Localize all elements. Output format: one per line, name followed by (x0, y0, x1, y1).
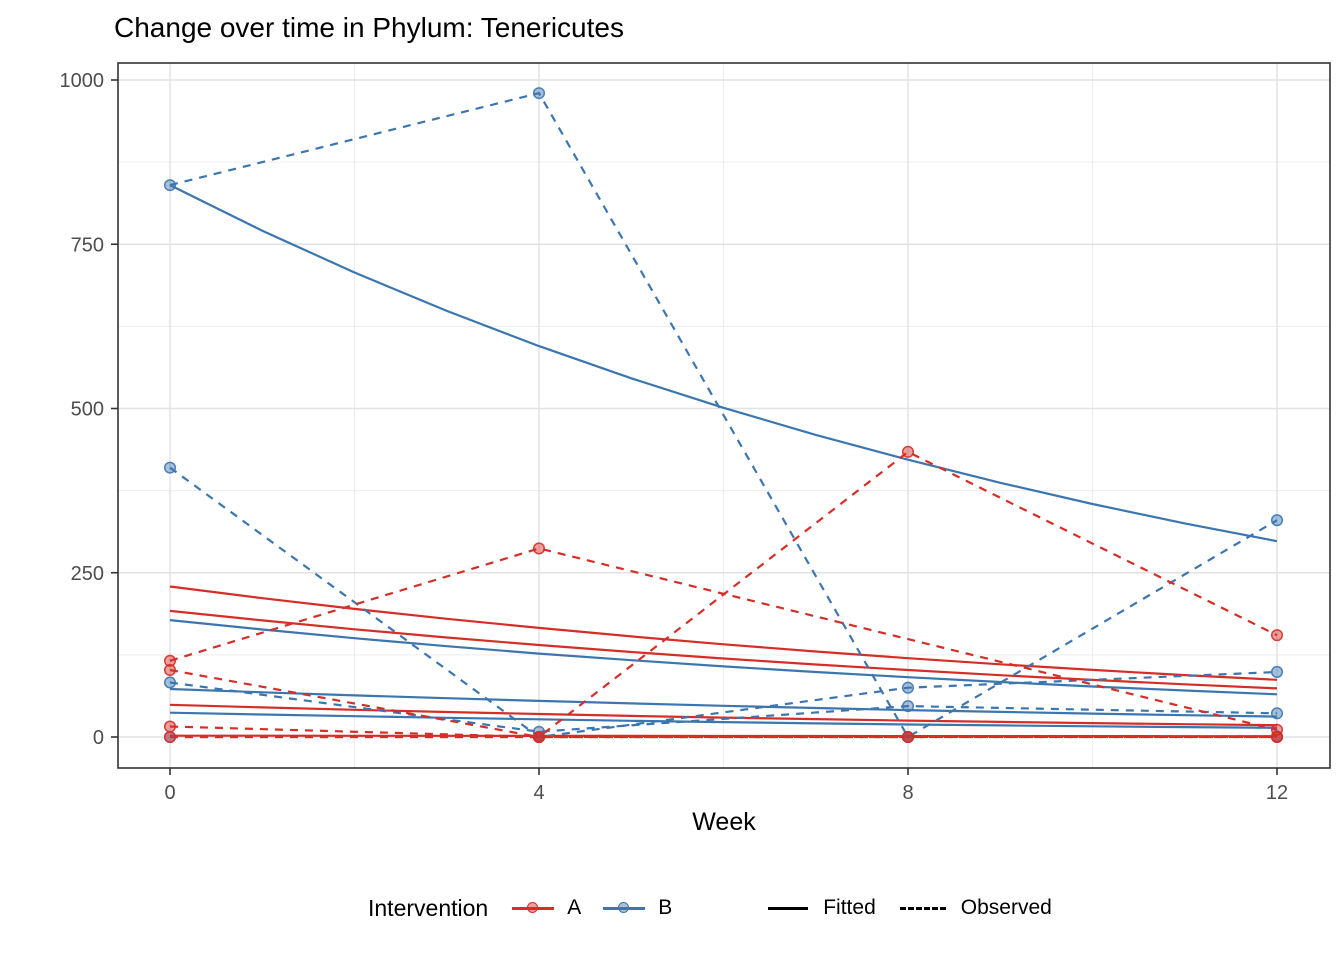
data-point-B-observed-1-wk0 (163, 179, 177, 192)
data-point-B-observed-3-wk12 (1270, 707, 1284, 720)
fitted-line-A-fitted-3 (169, 703, 1278, 727)
fitted-line-B-fitted-1 (169, 184, 1278, 543)
y-tick-label: 500 (71, 399, 104, 421)
data-point-B-observed-3-wk8 (901, 700, 915, 713)
panel-border (117, 62, 1331, 769)
legend-key-intervention-b (603, 901, 646, 915)
observed-line-A-observed-3 (169, 450, 1278, 739)
data-point-A-observed-4-wk12 (1270, 730, 1284, 744)
data-point-A-observed-1-wk4 (532, 542, 546, 555)
fitted-line-B-fitted-4 (169, 711, 1278, 729)
legend-label-observed: Observed (960, 896, 1052, 919)
data-point-B-observed-1-wk12 (1270, 514, 1284, 527)
data-point-A-observed-3-wk12 (1270, 629, 1284, 642)
observed-line-A-observed-1 (169, 547, 1278, 731)
plot-panel: 0 4 8 12 0 250 500 750 1000 (60, 62, 1331, 804)
legend-dashed-line-icon (899, 906, 946, 910)
legend-label-a: A (567, 896, 582, 919)
data-point-B-observed-1-wk4 (532, 87, 546, 100)
fitted-line-B-fitted-3 (169, 687, 1278, 718)
observed-line-A-observed-2 (169, 668, 1277, 739)
x-tick-label: 0 (164, 782, 175, 804)
legend-b-point-icon (618, 901, 630, 913)
x-tick-label: 8 (902, 782, 913, 804)
data-point-A-observed-1-wk0 (163, 654, 177, 667)
x-tick-label: 12 (1266, 782, 1288, 804)
data-point-B-observed-2-wk12 (1270, 665, 1284, 679)
fitted-line-A-fitted-1 (169, 585, 1278, 681)
data-point-A-observed-4-wk0 (163, 730, 177, 744)
y-tick-label: 0 (93, 727, 104, 749)
data-point-A-observed-4-wk4 (532, 730, 546, 744)
y-tick-label: 750 (71, 234, 104, 256)
legend-a-point-icon (527, 901, 539, 913)
data-point-A-observed-4-wk8 (901, 730, 915, 744)
legend-key-intervention-a (512, 901, 555, 915)
observed-line-B-observed-3 (169, 681, 1278, 733)
data-point-B-observed-2-wk8 (901, 681, 915, 694)
observed-line-B-observed-1 (169, 91, 1278, 739)
fitted-line-B-fitted-2 (169, 619, 1278, 696)
x-tick-label: 4 (533, 782, 544, 804)
data-point-B-observed-3-wk0 (163, 676, 177, 689)
legend-label-fitted: Fitted (823, 896, 876, 919)
data-point-A-observed-2-wk0 (163, 663, 177, 677)
observed-line-B-observed-2 (169, 466, 1278, 739)
legend-label-b: B (658, 896, 673, 919)
data-point-A-observed-3-wk0 (163, 720, 177, 733)
legend: Intervention A B Fitted Observed (368, 889, 1052, 927)
x-axis-title: Week (692, 808, 756, 836)
fitted-line-A-fitted-2 (169, 609, 1278, 690)
chart-title: Change over time in Phylum: Tenericutes (114, 12, 624, 43)
data-point-A-observed-3-wk8 (901, 445, 915, 458)
y-tick-label: 250 (71, 563, 104, 585)
legend-solid-line-icon (768, 906, 809, 910)
legend-title: Intervention (368, 894, 489, 921)
y-tick-label: 1000 (60, 70, 105, 92)
data-point-B-observed-2-wk0 (163, 461, 177, 474)
